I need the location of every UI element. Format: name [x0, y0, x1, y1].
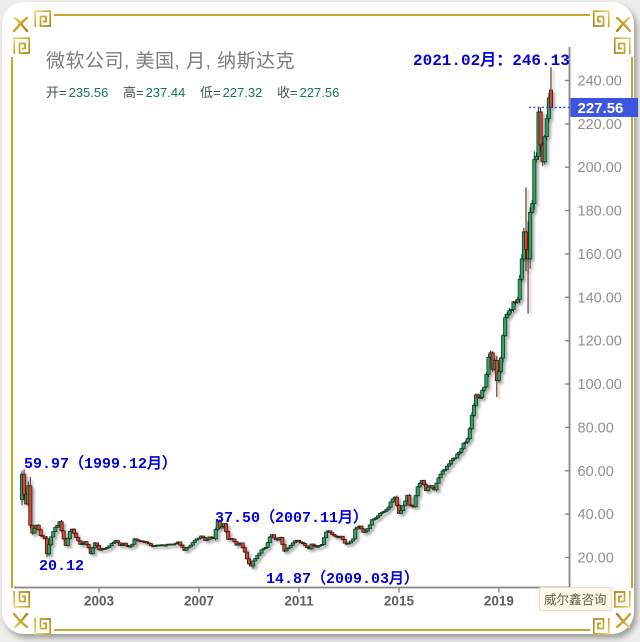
x-tick-label: 2015 — [384, 594, 415, 609]
ohlc-close: 收= 227.56 — [276, 85, 340, 100]
frame-border — [11, 14, 633, 631]
annotation-peak-1999: 59.97（1999.12月） — [24, 456, 178, 473]
last-price-label: 227.56 — [578, 100, 624, 117]
y-tick-label: 80.00 — [578, 420, 614, 436]
x-tick-label: 2003 — [84, 594, 115, 609]
y-tick-label: 20.00 — [578, 551, 614, 567]
ohlc-open: 开= 235.56 — [46, 85, 109, 100]
annotation-peak-2007: 37.50（2007.11月） — [215, 510, 369, 527]
watermark-badge: 威尔鑫咨询 — [539, 587, 612, 611]
y-axis-ticks: 240.00 220.00 200.00 180.00 160.00 140.00 120.… — [565, 73, 622, 567]
y-tick-label: 160.00 — [578, 247, 622, 263]
y-tick-label: 140.00 — [578, 290, 622, 306]
y-tick-label: 100.00 — [578, 377, 622, 393]
x-axis-ticks: 2003 2007 2011 2015 2019 — [84, 587, 514, 609]
y-tick-label: 40.00 — [578, 507, 614, 523]
y-tick-label: 200.00 — [578, 160, 622, 176]
x-tick-label: 2007 — [184, 594, 214, 609]
y-tick-label: 120.00 — [578, 334, 622, 350]
annotation-low-2000: 20.12 — [39, 558, 85, 575]
y-tick-label: 220.00 — [578, 117, 622, 133]
ohlc-readout: 开= 235.56 高= 237.44 低= 227.32 收= 227.56 — [46, 82, 350, 101]
annotation-high-2021: 2021.02月：246.13 — [413, 52, 570, 70]
y-tick-label: 240.00 — [578, 73, 622, 89]
ohlc-high: 高= 237.44 — [122, 85, 186, 100]
x-tick-label: 2011 — [284, 594, 314, 609]
y-tick-label: 180.00 — [578, 204, 622, 220]
chart-title: 微软公司, 美国, 月, 纳斯达克 — [46, 51, 296, 72]
annotation-low-2009: 14.87（2009.03月） — [266, 571, 420, 588]
chart-card: 微软公司, 美国, 月, 纳斯达克 开= 235.56 高= 237.44 低= 22… — [2, 2, 638, 635]
chart-header: 微软公司, 美国, 月, 纳斯达克 开= 235.56 高= 237.44 低= 22… — [46, 46, 350, 101]
x-tick-label: 2019 — [484, 594, 514, 609]
y-tick-label: 60.00 — [578, 464, 614, 480]
axes — [14, 47, 571, 589]
last-price-tag: 227.56 — [570, 97, 638, 117]
ohlc-low: 低= 227.32 — [199, 85, 263, 100]
candles-series — [19, 67, 553, 569]
